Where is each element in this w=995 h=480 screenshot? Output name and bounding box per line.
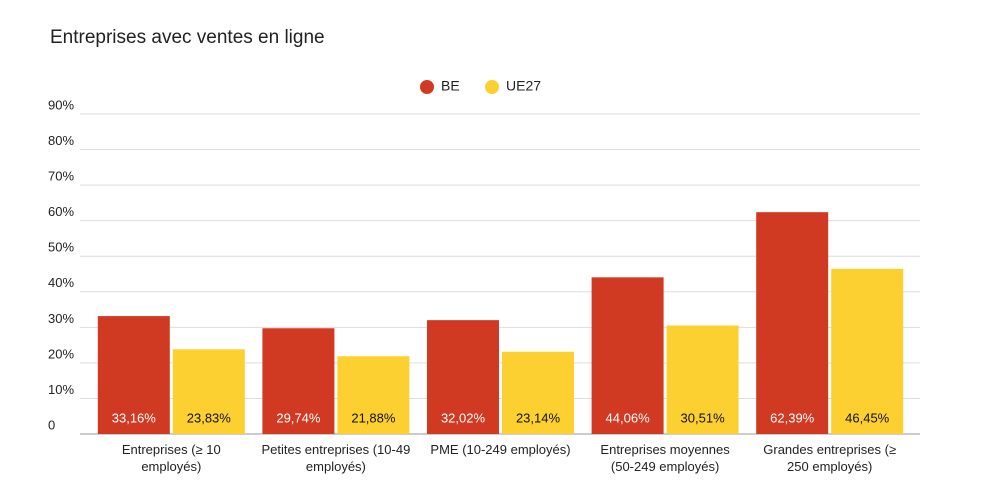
value-label: 62,39%: [770, 410, 815, 425]
y-tick-label: 10%: [48, 382, 74, 397]
bar: [756, 212, 829, 434]
bar: [591, 277, 664, 434]
legend-label: UE27: [506, 78, 541, 94]
x-tick-label: Entreprises moyennes (50-249 employés): [600, 442, 730, 474]
bar: [427, 320, 499, 434]
bar: [502, 351, 574, 434]
y-tick-label: 60%: [48, 204, 74, 219]
y-tick-label: 90%: [48, 97, 74, 112]
y-tick-label: 70%: [48, 169, 74, 184]
value-label: 29,74%: [276, 410, 321, 425]
bar: [831, 268, 904, 434]
value-label: 23,83%: [187, 410, 232, 425]
y-tick-label: 0: [48, 417, 55, 432]
y-tick-label: 50%: [48, 240, 74, 255]
y-tick-label: 40%: [48, 275, 74, 290]
value-label: 32,02%: [441, 410, 486, 425]
value-label: 33,16%: [112, 410, 157, 425]
value-label: 30,51%: [681, 410, 726, 425]
value-label: 46,45%: [845, 410, 890, 425]
bar: [337, 356, 410, 434]
value-label: 23,14%: [516, 410, 561, 425]
y-tick-label: 30%: [48, 311, 74, 326]
bar: [172, 349, 245, 434]
bar: [97, 316, 170, 434]
x-tick-label: Grandes entreprises (≥ 250 employés): [763, 442, 897, 474]
y-tick-label: 80%: [48, 133, 74, 148]
legend-label: BE: [441, 78, 460, 94]
bar: [666, 325, 739, 434]
legend-marker: [485, 80, 499, 94]
legend-marker: [420, 80, 434, 94]
bar: [262, 328, 335, 434]
chart-title: Entreprises avec ventes en ligne: [50, 27, 325, 48]
x-tick-label: Entreprises (≥ 10 employés): [121, 442, 221, 474]
x-tick-label: Petites entreprises (10-49 employés): [261, 442, 411, 474]
y-tick-label: 20%: [48, 346, 74, 361]
value-label: 21,88%: [351, 410, 396, 425]
value-label: 44,06%: [606, 410, 651, 425]
x-tick-label: PME (10-249 employés): [430, 442, 571, 457]
